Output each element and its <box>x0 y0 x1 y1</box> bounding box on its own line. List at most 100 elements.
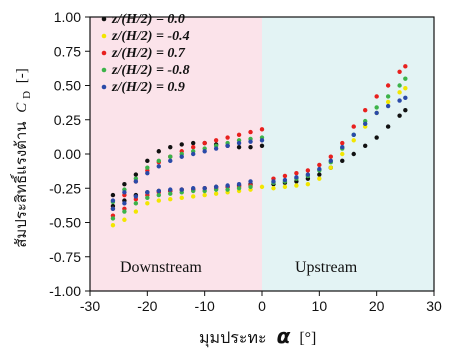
region-downstream <box>90 17 262 291</box>
data-point-series-3 <box>145 165 150 170</box>
region-label-downstream: Downstream <box>120 259 202 276</box>
data-point-series-4 <box>340 144 345 150</box>
data-point-series-4 <box>202 149 207 154</box>
data-point-series-3 <box>225 187 230 192</box>
legend-label: z/(H/2) = 0.9 <box>111 80 185 95</box>
y-tick-label: -0.75 <box>49 249 81 265</box>
data-point-series-4 <box>168 187 173 192</box>
data-point-series-1 <box>110 223 116 228</box>
data-point-series-4 <box>133 194 139 199</box>
data-point-series-3 <box>168 191 173 196</box>
data-point-series-1 <box>133 209 139 214</box>
data-point-series-2 <box>397 69 402 75</box>
data-point-series-2 <box>305 168 311 173</box>
data-point-series-4 <box>282 177 288 183</box>
y-axis-label-subscript: D <box>21 91 33 99</box>
data-point-series-4 <box>122 190 127 195</box>
y-tick-label: 0.50 <box>54 78 81 94</box>
data-point-series-2 <box>374 94 379 99</box>
y-axis-label: สัมประสิทธิ์แรงต้าน C D [-] <box>10 68 34 248</box>
data-point-series-4 <box>248 139 253 144</box>
data-point-series-0 <box>317 172 322 177</box>
data-point-series-3 <box>133 201 139 206</box>
y-tick-label: 1.00 <box>54 9 81 25</box>
data-point-series-0 <box>145 158 150 164</box>
data-point-series-4 <box>236 140 242 146</box>
data-point-series-2 <box>340 140 345 146</box>
data-point-series-2 <box>363 107 368 113</box>
data-point-series-2 <box>282 173 288 179</box>
data-point-series-0 <box>168 144 173 150</box>
data-point-series-2 <box>317 162 322 168</box>
data-point-series-2 <box>294 170 299 176</box>
data-point-series-4 <box>179 187 184 192</box>
legend-marker <box>101 84 107 90</box>
data-point-series-4 <box>385 103 391 109</box>
data-point-series-4 <box>145 190 150 195</box>
data-point-series-4 <box>317 166 322 172</box>
data-point-series-4 <box>248 179 253 184</box>
data-point-series-3 <box>168 154 173 159</box>
data-point-series-0 <box>236 144 242 150</box>
legend-marker <box>101 67 107 73</box>
x-axis-label-text: มุมประทะ <box>199 330 267 348</box>
data-point-series-3 <box>403 76 408 81</box>
y-tick-label: 0.75 <box>54 43 81 59</box>
data-point-series-2 <box>236 132 242 138</box>
data-point-series-1 <box>145 201 150 206</box>
data-point-series-2 <box>225 135 230 140</box>
data-point-series-4 <box>294 175 299 180</box>
data-point-series-0 <box>363 143 368 148</box>
data-point-series-4 <box>351 132 356 138</box>
data-point-series-2 <box>191 144 196 150</box>
data-point-series-1 <box>305 181 311 187</box>
data-point-series-4 <box>156 164 161 169</box>
x-tick-label: 20 <box>369 298 385 314</box>
data-point-series-2 <box>351 124 356 129</box>
data-point-series-0 <box>340 158 345 164</box>
data-point-series-2 <box>248 129 253 135</box>
legend-label: z/(H/2) = -0.4 <box>111 29 190 44</box>
data-point-series-3 <box>156 192 161 198</box>
data-point-series-0 <box>248 144 253 150</box>
data-point-series-2 <box>385 83 391 88</box>
x-tick-label: -20 <box>137 298 157 314</box>
data-point-series-4 <box>145 170 150 176</box>
data-point-series-2 <box>403 64 408 69</box>
data-point-series-3 <box>397 83 402 88</box>
legend-label: z/(H/2) = -0.8 <box>111 63 190 78</box>
data-point-series-3 <box>122 209 127 214</box>
data-point-series-0 <box>122 181 127 187</box>
data-point-series-0 <box>397 113 402 118</box>
data-point-series-0 <box>156 149 161 154</box>
data-point-series-4 <box>133 179 139 184</box>
data-point-series-0 <box>179 142 184 147</box>
data-point-series-4 <box>122 201 127 206</box>
data-point-series-1 <box>351 138 356 143</box>
data-point-series-4 <box>305 172 311 177</box>
data-point-series-1 <box>213 191 219 196</box>
data-point-series-1 <box>385 99 391 105</box>
y-tick-label: 0.25 <box>54 112 81 128</box>
data-point-series-3 <box>156 158 161 164</box>
y-tick-label: -1.00 <box>49 283 81 299</box>
data-point-series-0 <box>403 107 408 113</box>
region-label-upstream: Upstream <box>295 259 358 276</box>
region-upstream <box>262 17 434 291</box>
data-point-series-4 <box>374 110 379 116</box>
legend-marker <box>101 50 107 56</box>
data-point-series-0 <box>133 172 139 177</box>
legend-marker <box>101 33 107 39</box>
data-point-series-0 <box>191 140 196 146</box>
data-point-series-2 <box>259 127 265 132</box>
y-tick-label: -0.25 <box>49 180 81 196</box>
x-tick-label: -30 <box>80 298 100 314</box>
data-point-series-4 <box>202 186 207 191</box>
data-point-series-4 <box>225 183 230 188</box>
data-point-series-1 <box>340 151 345 157</box>
data-point-series-1 <box>202 192 207 198</box>
data-point-series-1 <box>191 194 196 199</box>
data-point-series-1 <box>271 186 276 191</box>
x-axis-label-unit: [°] <box>299 330 316 347</box>
data-point-series-4 <box>236 181 242 187</box>
